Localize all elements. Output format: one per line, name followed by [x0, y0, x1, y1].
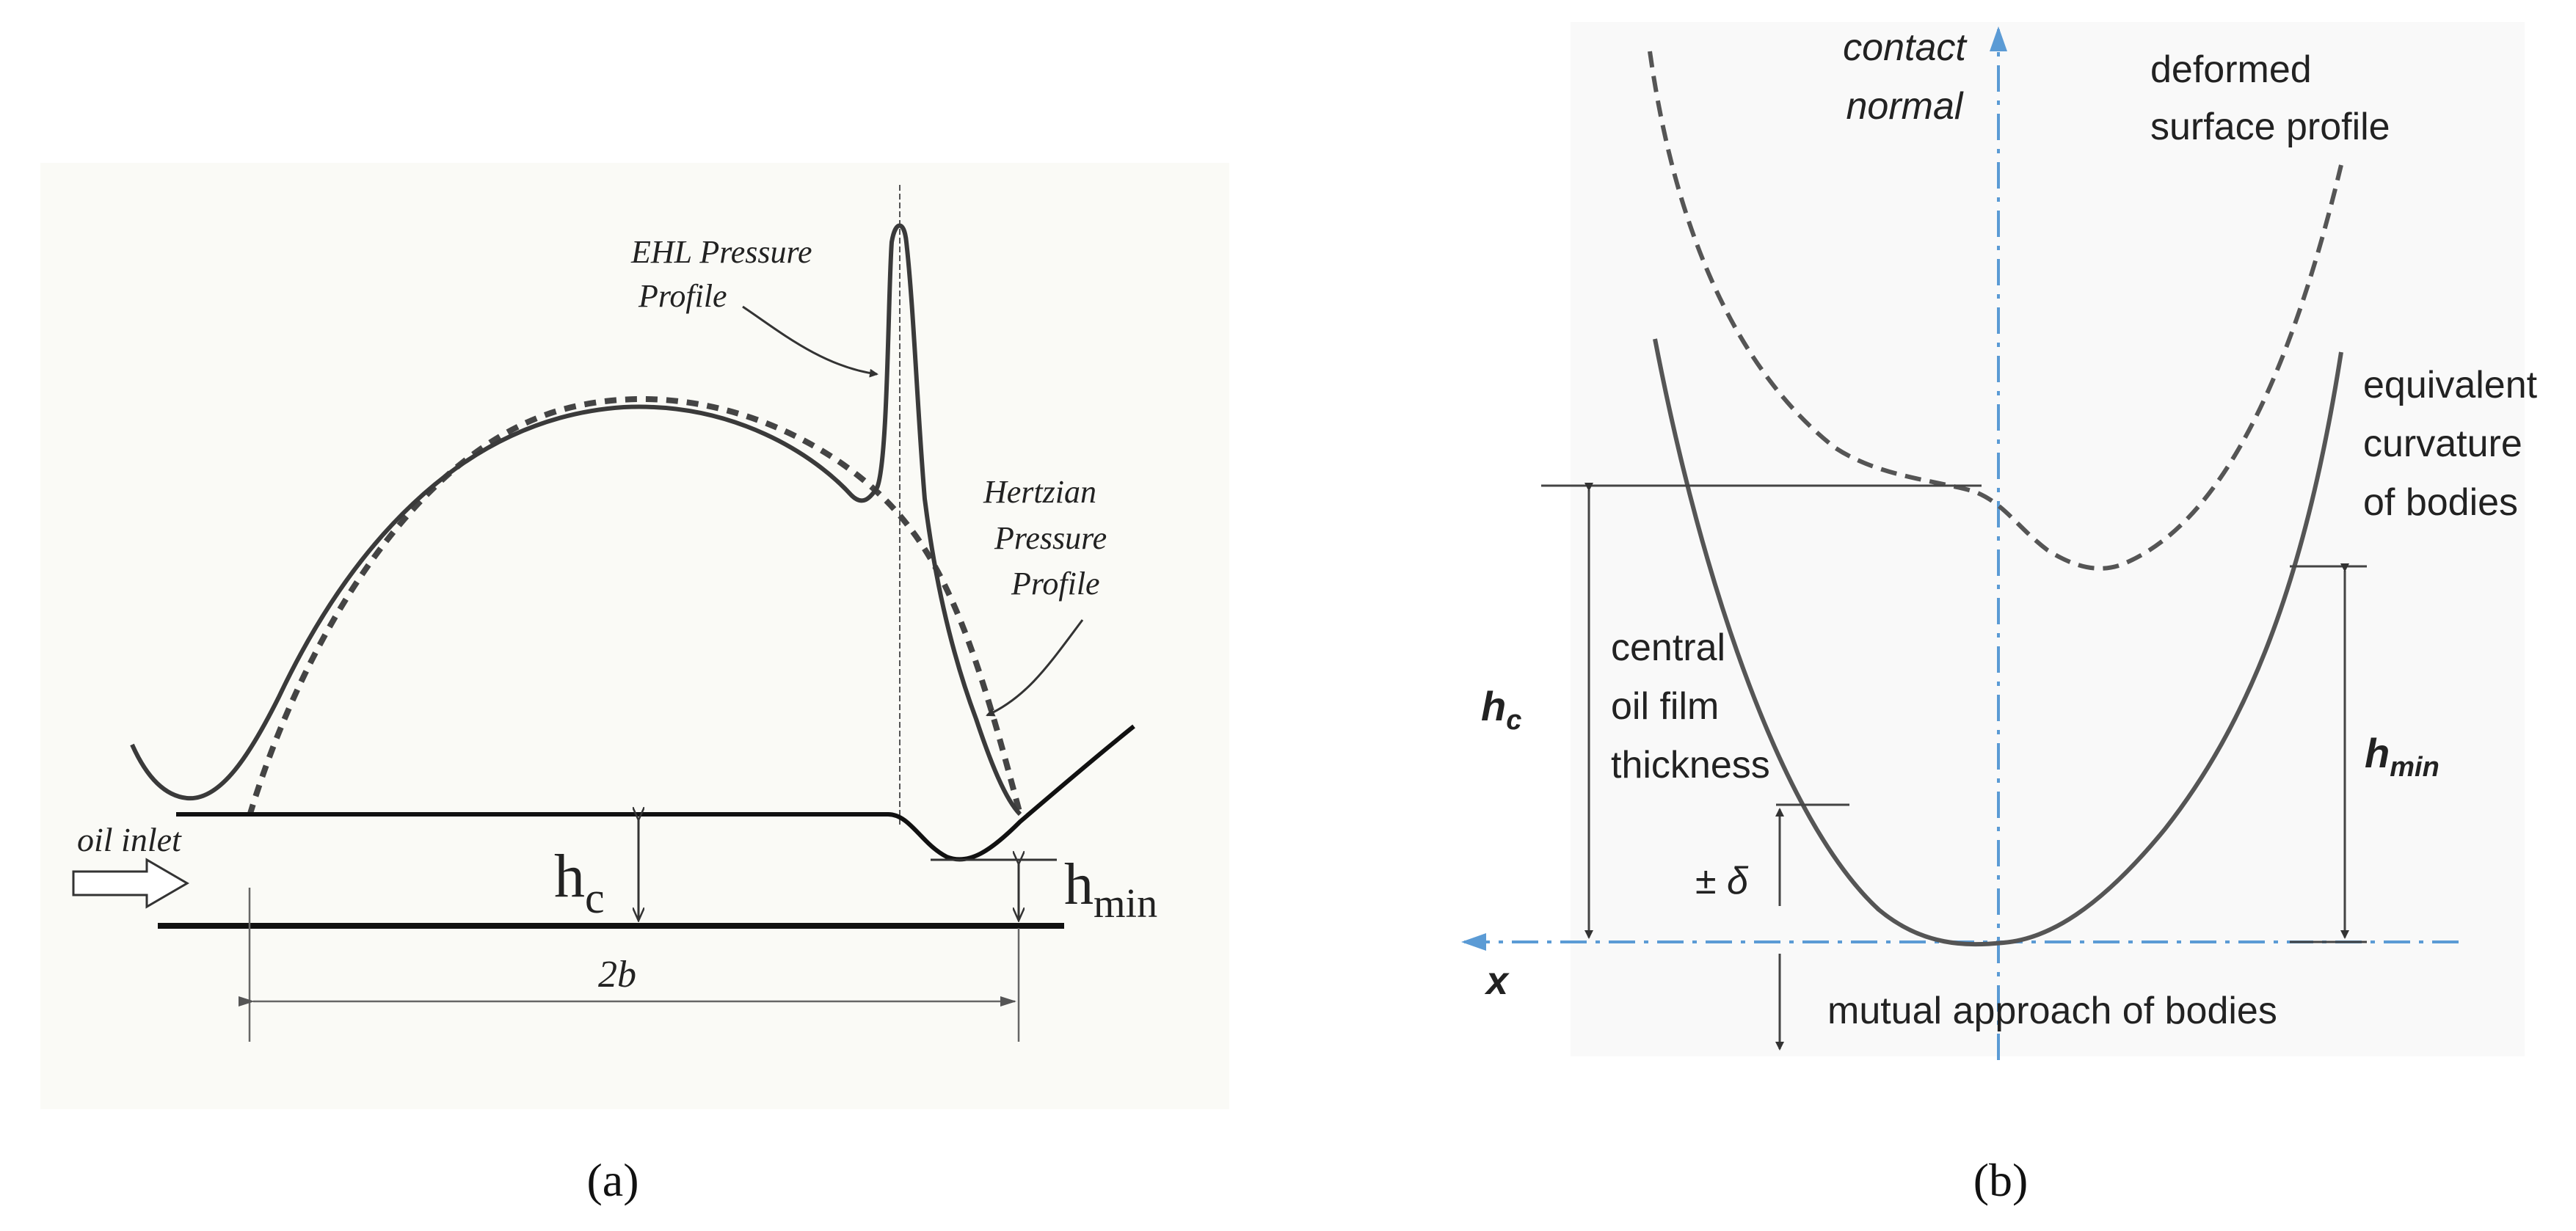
caption-b: (b) — [1973, 1154, 2029, 1206]
hc-label-b: hc — [1481, 683, 1521, 736]
deformed-surface-profile — [1648, 51, 2343, 571]
width-label: 2b — [598, 954, 636, 996]
panel-a: EHL Pressure Profile Hertzian Pressure P… — [40, 163, 1229, 1109]
caption-a: (a) — [586, 1154, 638, 1206]
oil-inlet-label: oil inlet — [77, 821, 182, 858]
panel-a-background — [40, 163, 1229, 1109]
delta-label: ± δ — [1695, 860, 1749, 902]
ehl-label-line1: EHL Pressure — [630, 234, 812, 270]
mutual-approach-label: mutual approach of bodies — [1827, 990, 2277, 1032]
equivalent-label-line3: of bodies — [2363, 481, 2518, 524]
hertzian-label-line2: Pressure — [994, 520, 1107, 556]
contact-normal-label-line2: normal — [1847, 85, 1964, 128]
hertzian-label-line3: Profile — [1011, 566, 1100, 602]
ehl-pressure-profile — [130, 223, 1022, 817]
ehl-leader-arrow — [742, 305, 878, 378]
upper-surface — [176, 724, 1135, 862]
oil-inlet-arrow — [72, 858, 189, 909]
hertzian-label-line1: Hertzian — [983, 474, 1096, 510]
contact-normal-label-line1: contact — [1843, 26, 1968, 69]
hertzian-leader-arrow — [986, 619, 1084, 717]
central-label-line2: oil film — [1611, 685, 1719, 728]
central-label-line3: thickness — [1611, 744, 1770, 786]
hertzian-pressure-profile — [247, 396, 1023, 817]
x-axis-label: x — [1484, 959, 1510, 1003]
hc-label: hc — [554, 842, 605, 922]
panel-b-background — [1571, 22, 2525, 1056]
deformed-label-line1: deformed — [2150, 48, 2312, 91]
deformed-label-line2: surface profile — [2150, 106, 2390, 148]
panel-b: contact normal deformed surface profile … — [1461, 22, 2538, 1060]
equivalent-curvature-profile — [1653, 338, 2343, 947]
central-label-line1: central — [1611, 627, 1725, 669]
equivalent-label-line2: curvature — [2363, 423, 2522, 465]
ehl-label-line2: Profile — [638, 278, 727, 314]
equivalent-label-line1: equivalent — [2363, 364, 2538, 406]
hmin-label-b: hmin — [2365, 730, 2439, 783]
hmin-label: hmin — [1064, 852, 1157, 927]
